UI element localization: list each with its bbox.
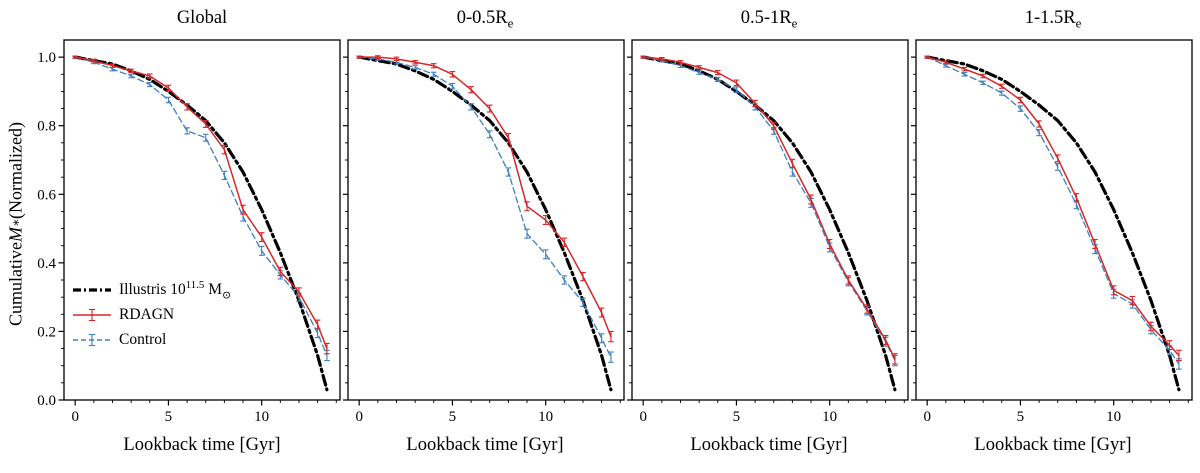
series-illustris xyxy=(925,55,1181,392)
x-tick-label: 10 xyxy=(822,409,837,425)
panels: Global 0 5 10 0.0 0.2 0.4 0.6 0.8 1.0 Illustris … xyxy=(28,8,1195,456)
series-rdagn xyxy=(358,56,612,338)
legend-label-control: Control xyxy=(119,331,167,348)
x-axis-label: Lookback time [Gyr] xyxy=(974,435,1132,455)
x-tick-label: 10 xyxy=(538,409,553,425)
x-axis-label: Lookback time [Gyr] xyxy=(123,435,281,455)
x-tick-label: 10 xyxy=(254,409,269,425)
panel-title-subscript: e xyxy=(1075,15,1082,31)
series-rdagn xyxy=(74,56,328,350)
series-illustris xyxy=(641,55,897,392)
x-tick-label: 0 xyxy=(355,409,363,425)
series-control xyxy=(642,56,896,362)
y-tick-label: 0.2 xyxy=(37,324,56,340)
legend-label-illustris: Illustris 1011.5 M⊙ xyxy=(119,278,232,302)
y-tick-label: 0.6 xyxy=(37,187,56,203)
panel-title-1-1-5re: 1-1.5Re xyxy=(911,8,1195,36)
panel-title-0-0-5re: 0-0.5Re xyxy=(343,8,627,36)
x-tick-label: 10 xyxy=(1106,409,1121,425)
series-rdagn xyxy=(926,56,1180,357)
y-axis-label-suffix: (Normalized) xyxy=(5,121,26,219)
panel-1-1-5re: 1-1.5Re 0 5 10 Lookback time [Gyr] xyxy=(910,8,1195,456)
panel-title-subscript: e xyxy=(791,15,798,31)
plot-area-1-1-5re: 0 5 10 xyxy=(910,39,1193,425)
panel-global: Global 0 5 10 0.0 0.2 0.4 0.6 0.8 1.0 Illustris … xyxy=(28,8,343,456)
legend-line-control-icon xyxy=(73,333,111,347)
plot-wrap-global: 0 5 10 0.0 0.2 0.4 0.6 0.8 1.0 Illustris 1011.5 … xyxy=(28,36,343,433)
axes-frame xyxy=(631,39,909,401)
legend: Illustris 1011.5 M⊙ RDAGN Control xyxy=(72,278,232,350)
series-control xyxy=(926,56,1180,365)
plot-wrap-0-0-5re: 0 5 10 xyxy=(342,36,627,433)
panel-title-text: 0.5-1R xyxy=(740,8,792,28)
y-tick-label: 0.4 xyxy=(37,256,56,272)
legend-item-control: Control xyxy=(72,330,231,350)
panel-title-text: 1-1.5R xyxy=(1024,8,1076,28)
y-tick-label: 0.0 xyxy=(37,393,56,409)
plot-wrap-1-1-5re: 0 5 10 xyxy=(910,36,1195,433)
y-tick-label: 1.0 xyxy=(37,50,56,66)
legend-line-illustris-icon xyxy=(73,288,111,292)
x-tick-label: 5 xyxy=(1017,409,1024,425)
panel-0-0-5re: 0-0.5Re 0 5 10 Lookback time [Gyr] xyxy=(342,8,627,456)
x-axis-label: Lookback time [Gyr] xyxy=(406,435,564,455)
axes-frame xyxy=(347,39,625,401)
legend-item-illustris: Illustris 1011.5 M⊙ xyxy=(72,278,232,302)
series-control xyxy=(358,56,612,358)
x-tick-label: 0 xyxy=(71,409,79,425)
panel-0-5-1re: 0.5-1Re 0 5 10 Lookback time [Gyr] xyxy=(626,8,911,456)
legend-item-rdagn: RDAGN xyxy=(72,305,231,325)
y-axis-label-var: M xyxy=(5,227,26,243)
y-tick-label: 0.8 xyxy=(37,119,56,135)
axes-frame xyxy=(915,39,1193,401)
panel-title-0-5-1re: 0.5-1Re xyxy=(627,8,911,36)
panel-title-text: 0-0.5R xyxy=(456,8,508,28)
panel-title-subscript: e xyxy=(507,15,514,31)
legend-label-rdagn: RDAGN xyxy=(119,306,175,323)
x-tick-label: 5 xyxy=(165,409,173,425)
y-axis-label-sub: ∗ xyxy=(9,218,23,228)
x-tick-label: 5 xyxy=(733,409,741,425)
x-tick-label: 5 xyxy=(449,409,457,425)
x-axis-label: Lookback time [Gyr] xyxy=(690,435,848,455)
plot-area-0-0-5re: 0 5 10 xyxy=(342,39,625,425)
plot-wrap-0-5-1re: 0 5 10 xyxy=(626,36,911,433)
x-tick-label: 0 xyxy=(923,409,931,425)
y-axis-label: Cumulative M ∗ (Normalized) xyxy=(4,24,28,424)
axes-frame xyxy=(63,39,341,401)
panel-title-global: Global xyxy=(28,8,343,36)
x-tick-label: 0 xyxy=(639,409,647,425)
series-control xyxy=(74,56,328,357)
plot-area-global: 0 5 10 0.0 0.2 0.4 0.6 0.8 1.0 xyxy=(37,39,341,425)
series-rdagn xyxy=(642,56,896,360)
legend-line-rdagn-icon xyxy=(73,308,111,322)
panel-title-text: Global xyxy=(176,8,228,28)
series-illustris xyxy=(357,55,613,392)
plot-area-0-5-1re: 0 5 10 xyxy=(626,39,909,425)
y-axis-label-prefix: Cumulative xyxy=(5,242,26,327)
